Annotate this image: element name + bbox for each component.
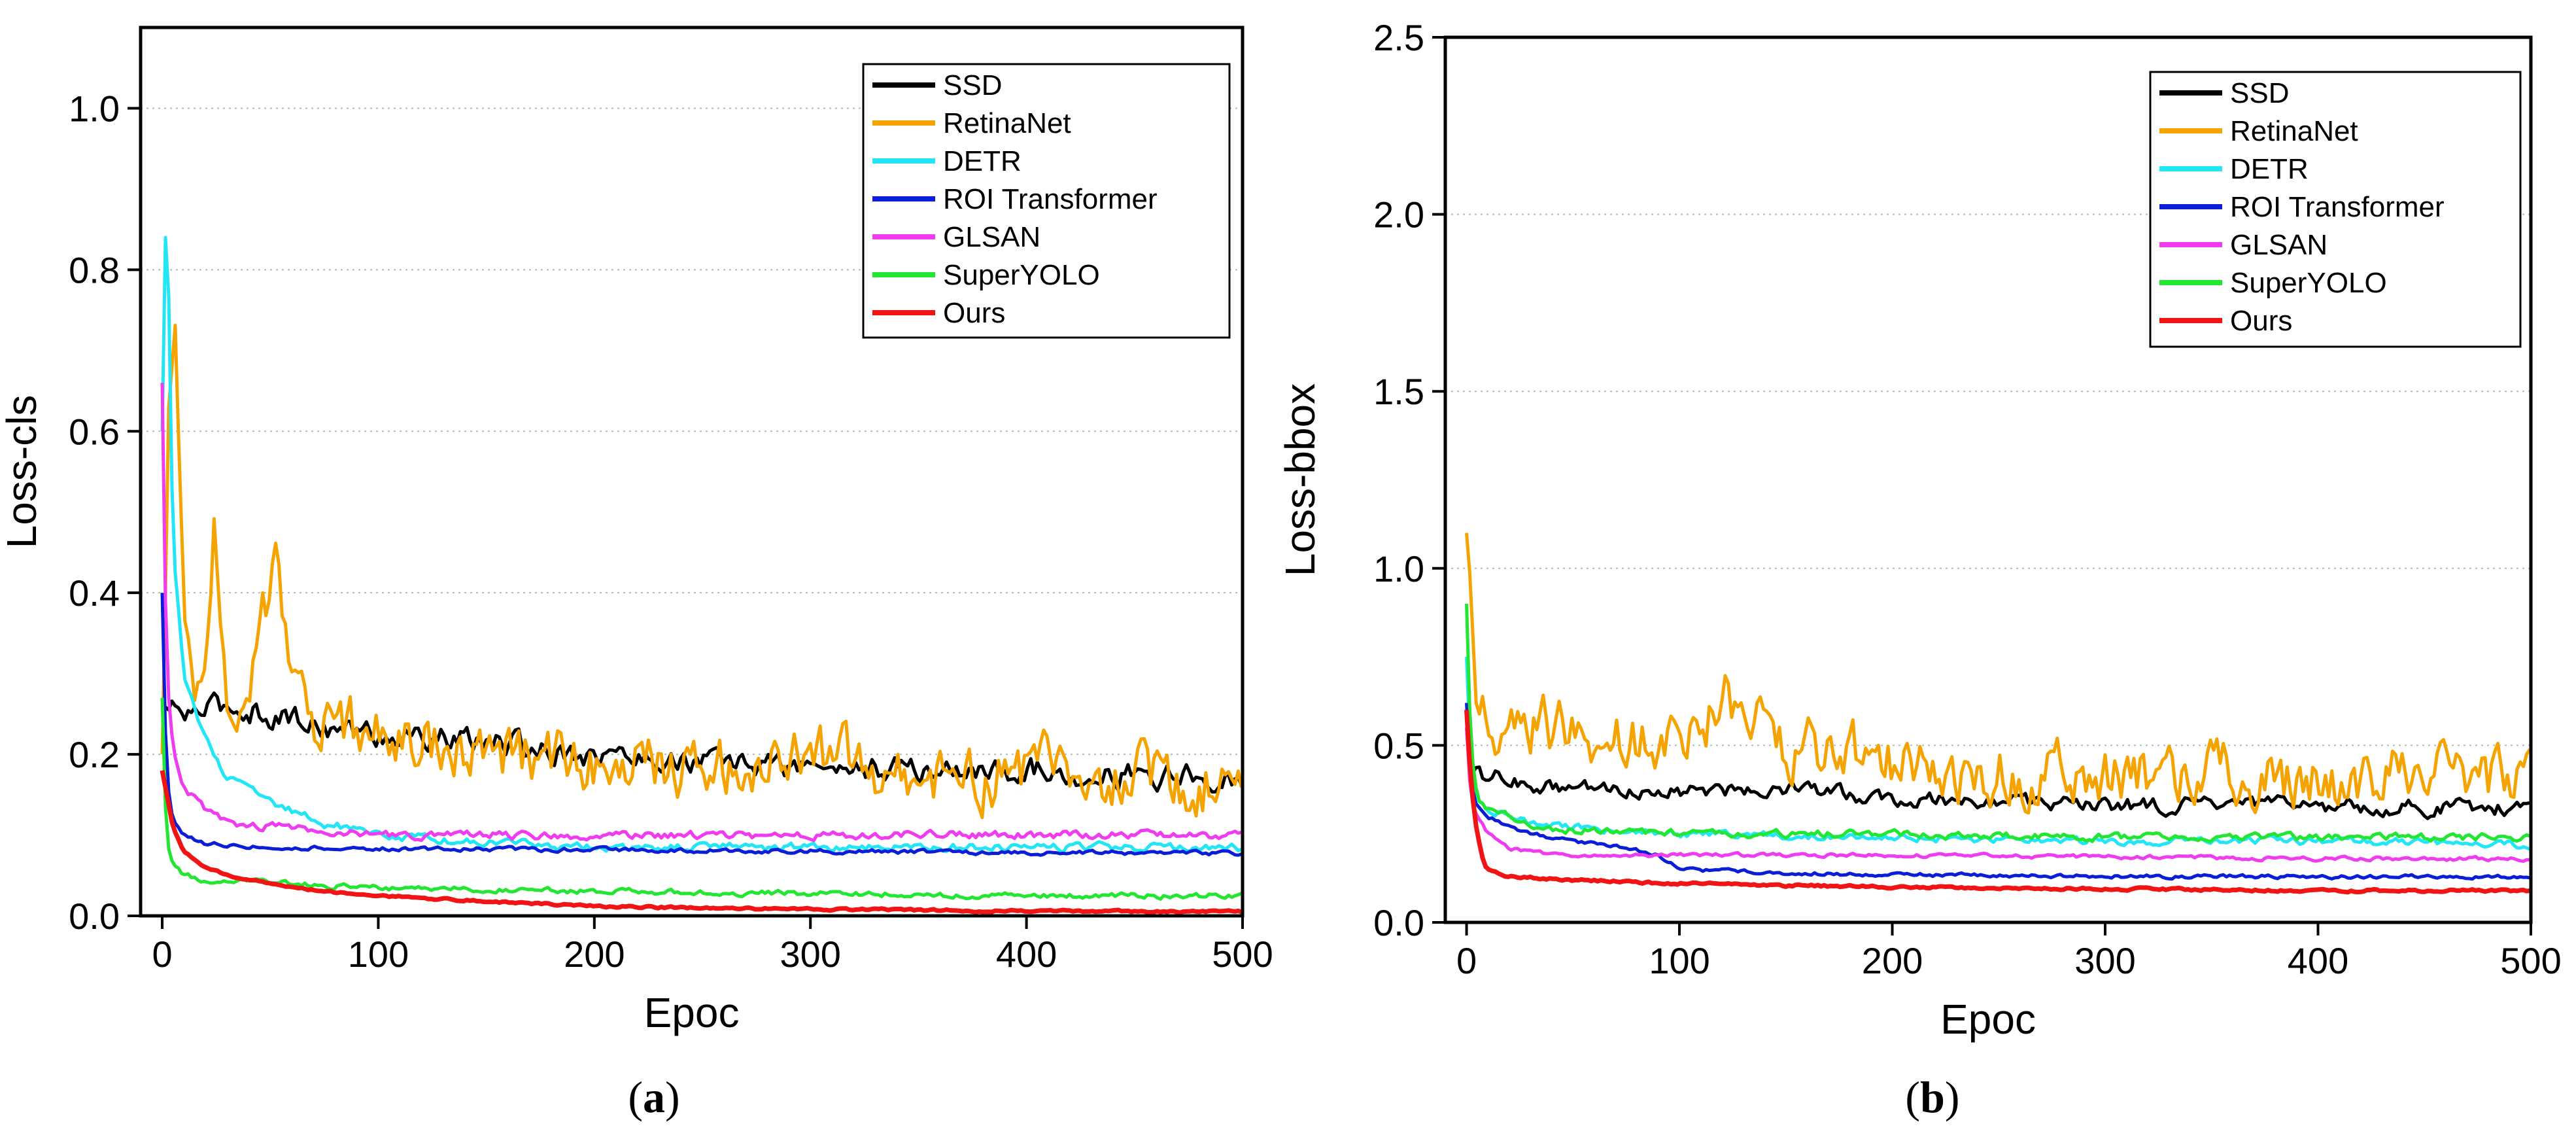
series-group: [160, 236, 1243, 915]
x-tick-label: 400: [996, 934, 1057, 975]
legend-label: RetinaNet: [2230, 115, 2358, 147]
x-axis-label: Epoc: [644, 989, 740, 1036]
series-line-retinanet: [1465, 533, 2531, 815]
legend-label: Ours: [943, 297, 1005, 329]
series-line-superyolo: [1465, 603, 2531, 843]
y-axis-label: Loss-bbox: [1277, 383, 1324, 576]
series-line-retinanet: [160, 323, 1243, 820]
x-tick-label: 400: [2288, 940, 2348, 981]
legend-label: SuperYOLO: [943, 259, 1100, 291]
x-tick-label: 100: [1649, 940, 1709, 981]
legend: SSD RetinaNet DETR ROI Transformer GLSAN Supe…: [2149, 71, 2522, 348]
y-axis-label: Loss-cls: [0, 395, 45, 549]
series-line-superyolo: [160, 697, 1243, 901]
y-tick-label: 2.0: [1373, 194, 1424, 236]
legend-label: DETR: [943, 145, 1022, 177]
y-tick-label: 1.0: [1373, 548, 1424, 589]
x-tick-label: 500: [2500, 940, 2561, 981]
series-line-ours: [160, 770, 1243, 915]
legend-label: SuperYOLO: [2230, 267, 2387, 299]
x-tick-label: 300: [780, 934, 840, 975]
y-tick-label: 0.0: [69, 896, 120, 937]
series-line-roi-transformer: [160, 593, 1243, 857]
series-line-glsan: [1465, 727, 2530, 863]
y-tick-label: 0.4: [69, 572, 120, 614]
series-line-glsan: [160, 383, 1243, 843]
y-tick-label: 0.8: [69, 249, 120, 290]
legend-label: ROI Transformer: [943, 183, 1158, 215]
y-tick-label: 1.5: [1373, 371, 1424, 412]
legend: SSD RetinaNet DETR ROI Transformer GLSAN Supe…: [862, 63, 1231, 339]
plot-frame: [139, 26, 1245, 918]
x-tick-label: 200: [564, 934, 625, 975]
x-axis-label: Epoc: [1940, 996, 2036, 1043]
panel-caption: (a): [628, 1072, 679, 1122]
y-tick-label: 0.0: [1373, 902, 1424, 943]
series-line-ours: [1464, 710, 2530, 895]
y-tick-label: 0.5: [1373, 725, 1424, 766]
legend-label: GLSAN: [943, 221, 1040, 253]
y-tick-label: 0.2: [69, 734, 120, 775]
plot-frame: [1443, 35, 2533, 924]
legend-label: ROI Transformer: [2230, 191, 2445, 223]
legend-label: SSD: [943, 69, 1002, 101]
y-tick-label: 2.5: [1373, 17, 1424, 58]
y-tick-label: 0.6: [69, 411, 120, 452]
series-group: [1464, 533, 2531, 895]
panel-caption: (b): [1905, 1072, 1959, 1122]
y-tick-label: 1.0: [69, 88, 120, 129]
x-tick-label: 500: [1212, 934, 1273, 975]
series-line-ssd: [1465, 710, 2530, 820]
legend-label: GLSAN: [2230, 229, 2327, 261]
chart-panel-b: 0 100 200 300 400 500 0.0 0.5 1.0 1.5 2.0 2.5 Epoc Lo…: [1277, 17, 2562, 1122]
x-tick-label: 200: [1862, 940, 1923, 981]
x-tick-label: 0: [152, 934, 172, 975]
x-tick-label: 300: [2074, 940, 2135, 981]
series-line-detr: [160, 236, 1243, 854]
chart-panel-a: 0 100 200 300 400 500 0.0 0.2 0.4 0.6 0.8 1.0 Epoc Lo…: [0, 26, 1273, 1122]
legend-label: SSD: [2230, 77, 2289, 109]
series-line-detr: [1465, 656, 2531, 851]
legend-label: RetinaNet: [943, 107, 1071, 139]
series-line-roi-transformer: [1465, 703, 2530, 881]
legend-label: DETR: [2230, 153, 2309, 185]
x-tick-label: 100: [348, 934, 409, 975]
legend-label: Ours: [2230, 305, 2292, 337]
x-tick-label: 0: [1456, 940, 1477, 981]
